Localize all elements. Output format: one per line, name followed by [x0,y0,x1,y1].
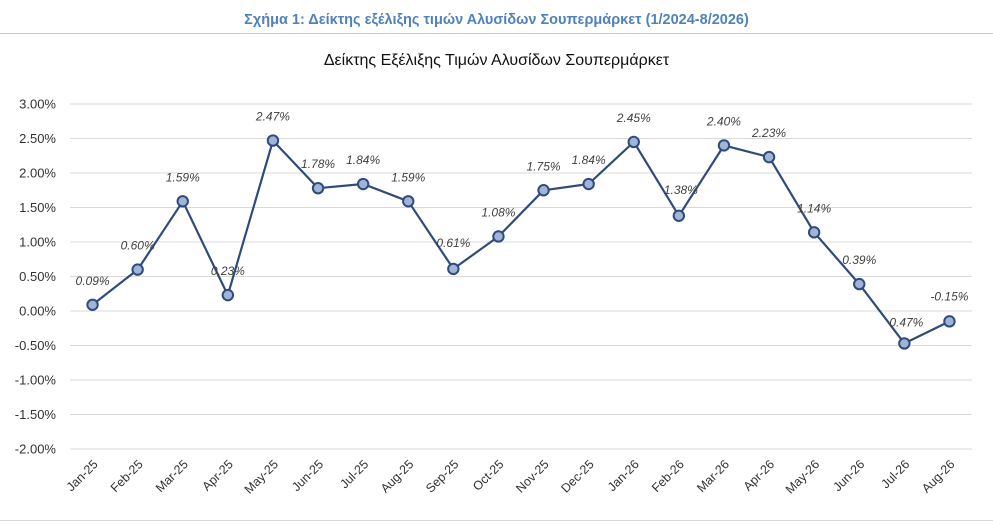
gridlines [70,103,972,450]
y-tick-label: 1.00% [19,235,56,250]
data-point [672,209,686,222]
y-tick-label: 0.50% [19,269,56,284]
data-point [898,337,911,350]
data-point [131,263,144,276]
data-labels: 0.09% 0.60% 1.59% 0.23% 2.47% 1.78% 1.84% 1.59%… [76,110,969,330]
data-point [582,177,595,191]
data-point [356,177,370,191]
y-tick-label: 3.00% [19,97,56,112]
data-label: 0.09% [76,274,110,288]
x-tick-label: Jan-26 [605,457,642,494]
data-point [86,298,99,311]
series-points [86,134,956,350]
data-point [266,134,280,147]
x-axis-ticks: Jan-25 Feb-25 Mar-25 Apr-25 May-25 Jun-25 Jul-… [64,457,958,496]
data-label: 1.75% [527,159,561,173]
x-tick-label: Mar-25 [153,457,191,495]
x-tick-label: Jun-25 [289,457,326,494]
y-tick-label: 2.00% [19,166,56,181]
data-label: 1.08% [481,205,515,219]
y-tick-label: 1.50% [19,200,56,215]
y-tick-label: 2.50% [19,131,56,146]
data-label: 1.78% [301,157,335,171]
data-point [762,150,776,164]
data-point [627,135,640,149]
x-tick-label: Feb-25 [108,457,146,495]
data-point [221,288,235,302]
x-tick-label: Jun-26 [830,457,867,494]
x-tick-label: May-25 [242,457,281,496]
data-point [943,315,956,328]
y-tick-label: -0.50% [15,338,57,353]
data-point [492,230,505,243]
figure-caption: Σχήμα 1: Δείκτης εξέλιξης τιμών Αλυσίδων… [244,12,749,28]
x-tick-label: Apr-26 [741,457,777,493]
data-label: 2.23% [751,126,786,140]
data-label: 2.45% [616,111,651,125]
y-axis-ticks: 3.00% 2.50% 2.00% 1.50% 1.00% 0.50% 0.00% -0.50… [15,97,57,457]
data-point [807,226,821,239]
data-point [447,262,460,276]
x-tick-label: Sep-25 [423,457,461,495]
data-label: 1.59% [166,170,200,184]
data-label: 0.23% [211,264,245,278]
data-label: 1.84% [346,153,380,167]
x-tick-label: Aug-25 [378,457,416,495]
data-point [717,139,731,152]
x-tick-label: Apr-25 [200,457,236,493]
x-tick-label: Dec-25 [558,457,596,495]
x-tick-label: Jul-25 [337,457,371,491]
bottom-divider [0,520,993,521]
x-tick-label: Jan-25 [64,457,101,494]
data-label: 2.40% [706,114,741,128]
data-label: 1.38% [664,183,698,197]
series-line-path [91,139,950,345]
chart-title: Δείκτης Εξέλιξης Τιμών Αλυσίδων Σουπερμά… [323,52,670,69]
data-point [537,184,550,197]
x-tick-label: May-26 [783,457,822,496]
data-label: 1.59% [391,170,425,184]
data-label: 0.60% [121,239,155,253]
y-tick-label: -1.00% [15,373,57,388]
data-label: 0.47% [889,315,923,329]
data-label: 1.84% [572,153,606,167]
x-tick-label: Aug-26 [919,457,957,495]
data-point [311,181,325,195]
x-tick-label: Feb-26 [649,457,687,495]
series-line [91,139,950,345]
data-point [853,277,866,291]
data-label: 1.14% [797,201,831,215]
y-tick-label: -1.50% [15,407,57,422]
x-tick-label: Oct-25 [470,457,506,493]
x-tick-label: Jul-26 [878,457,912,491]
y-tick-label: -2.00% [15,442,57,457]
y-tick-label: 0.00% [19,304,56,319]
data-label: -0.15% [930,289,968,303]
x-tick-label: Nov-25 [513,457,551,495]
data-label: 0.61% [436,236,470,250]
top-divider [0,33,993,34]
data-label: 2.47% [255,110,290,124]
x-tick-label: Mar-26 [694,457,732,495]
data-label: 0.39% [842,253,876,267]
data-point [402,195,415,208]
data-point [176,195,189,208]
